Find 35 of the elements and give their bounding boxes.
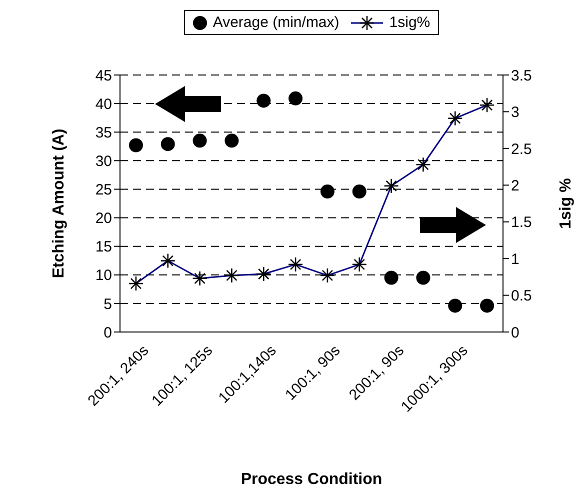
point <box>256 94 271 108</box>
y2-tick-label: 3.5 <box>511 67 532 84</box>
x-axis-title: Process Condition <box>240 471 382 488</box>
y-tick-label: 40 <box>95 96 112 113</box>
legend-label: 1sig% <box>389 14 430 31</box>
y-tick-label: 20 <box>95 210 112 228</box>
point <box>384 270 398 285</box>
y2-tick-label: 3 <box>511 104 520 122</box>
point <box>320 184 334 199</box>
y-tick-label: 25 <box>95 182 112 199</box>
legend-label: Average (min/max) <box>212 14 340 31</box>
point <box>448 298 462 313</box>
y-tick-label: 35 <box>95 124 112 142</box>
y2-tick-label: 1 <box>511 250 520 268</box>
y2-tick-label: 0 <box>511 324 520 342</box>
point <box>480 298 494 313</box>
y-tick-label: 5 <box>104 296 112 313</box>
y2-tick-label: 2.5 <box>511 140 532 158</box>
y2-axis-title: 1sig % <box>558 178 575 229</box>
point <box>352 184 366 199</box>
point <box>192 134 207 148</box>
point <box>128 138 143 152</box>
y-axis-title: Etching Amount (A) <box>50 128 68 278</box>
y2-tick-label: 2 <box>511 177 520 194</box>
point <box>416 270 430 285</box>
y-tick-label: 30 <box>95 152 112 170</box>
y2-tick-label: 1.5 <box>511 214 532 232</box>
point <box>224 134 239 148</box>
y-tick-label: 0 <box>104 324 112 342</box>
y-tick-label: 10 <box>95 267 112 284</box>
point <box>160 137 175 152</box>
y-tick-label: 45 <box>95 67 112 84</box>
y2-tick-label: 0.5 <box>511 288 532 305</box>
y-tick-label: 15 <box>95 238 112 256</box>
point <box>288 91 303 106</box>
